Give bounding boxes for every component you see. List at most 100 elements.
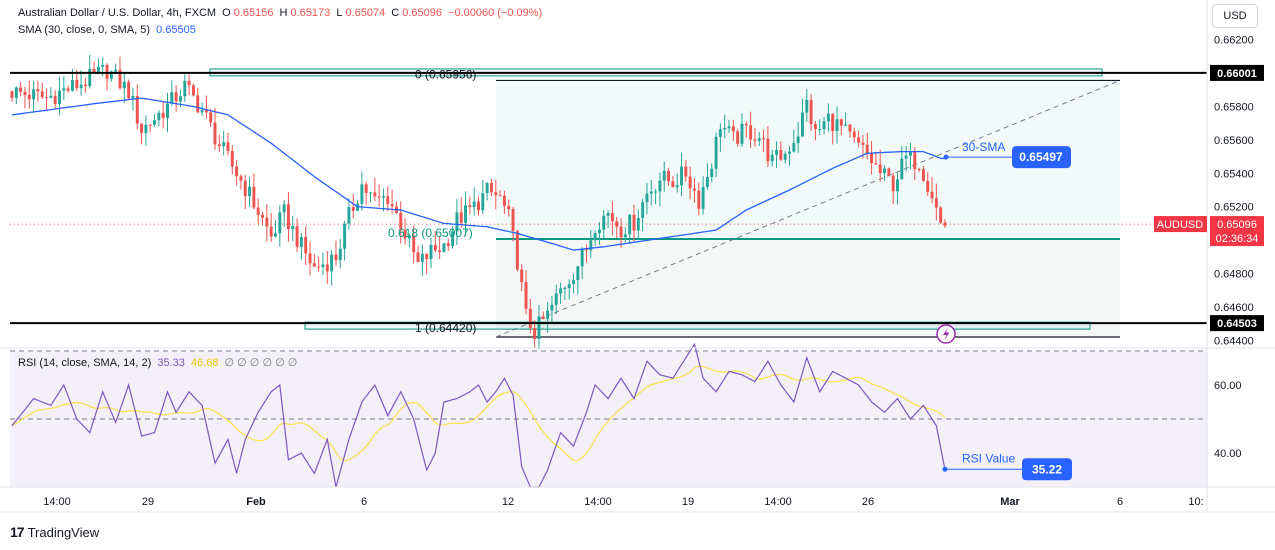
sma-annotation-text: 30-SMA [962,140,1005,154]
candle-body [23,91,27,95]
candle [559,282,563,304]
rsi-tick-label: 60.00 [1214,380,1242,392]
rsi-line [11,342,946,488]
candle [286,192,290,242]
current-price-badge [1210,216,1264,247]
candle-body [489,182,493,193]
candle [96,58,100,75]
candle [680,152,683,197]
candle-body [217,144,221,147]
candle-body [144,124,148,134]
candle-body [425,253,429,260]
candle-body [204,109,208,113]
candle [943,218,947,228]
candle [416,245,420,263]
sma-annotation-badge [1012,146,1071,169]
candle [489,178,493,197]
candle-body [662,170,666,181]
candle-body [550,304,554,311]
currency-label: USD [1223,10,1247,22]
candle [274,220,277,238]
candle [135,84,139,130]
fib-label-1: 1 (0.64420) [415,321,476,335]
candle-body [312,263,316,267]
candle-body [766,138,770,162]
candle [736,128,740,147]
candle-body [628,214,632,235]
candle [718,123,722,152]
candle [62,76,66,101]
candle [757,132,761,146]
y-tick-label: 0.64600 [1214,302,1254,314]
x-tick-label: 29 [142,496,154,508]
candle-body [304,237,308,254]
candle-body [416,252,420,262]
candle-body [623,234,627,238]
candle-body [403,229,407,239]
candle [174,85,178,112]
candle-body [451,231,455,247]
candle-body [114,69,118,72]
candle [19,82,23,97]
candle-body [226,142,230,151]
candle [524,270,528,315]
candle [382,188,385,212]
candles-group [10,54,947,350]
candle-body [433,245,437,251]
change-value: −0.00060 (−0.09%) [448,7,543,19]
candle-body [235,166,239,177]
candle-body [209,112,213,123]
sma-legend: SMA (30, close, 0, SMA, 5) 0.65505 [18,24,199,36]
currency-selector[interactable]: USD [1212,4,1258,28]
candle-body [610,213,614,222]
candle [459,197,463,229]
candle [593,230,597,246]
candle [904,145,908,172]
candle [580,247,584,280]
candle-body [369,192,372,194]
candle-body [576,266,580,281]
candle-body [407,235,411,239]
candle [662,161,666,192]
candle-body [744,123,748,126]
candle [386,186,390,212]
tradingview-brand[interactable]: 17 TradingView [10,524,99,540]
candle-body [174,92,178,102]
candle-body [62,88,66,91]
candle [541,311,545,320]
candle-body [775,150,779,155]
candle [805,89,809,122]
candle-body [10,91,14,98]
candle [321,252,325,275]
candle [23,86,27,109]
y-tick-label: 0.65800 [1214,101,1254,113]
candle [256,197,260,225]
candle-body [92,68,96,73]
sma-annotation-value: 0.65497 [1019,150,1063,164]
low-value: 0.65074 [345,7,386,19]
candle-body [537,316,541,340]
candle-body [481,193,485,211]
x-tick-label: 26 [862,496,874,508]
candle [217,134,221,153]
candle-body [153,120,157,125]
candle-body [161,112,165,119]
x-tick-label: 10: [1188,496,1203,508]
candle [835,106,839,144]
candle-body [839,119,843,126]
candle-body [485,182,489,194]
candle [554,284,558,315]
x-tick-label: 19 [682,496,694,508]
candle [701,176,705,215]
lightning-icon [943,328,950,340]
candle-body [731,126,735,132]
candle [494,179,498,210]
candle [917,167,921,172]
candle-body [274,233,277,237]
candle-body [917,169,921,171]
symbol-badge-label: AUDUSD [1157,219,1204,231]
candle [576,265,580,295]
candle-body [546,310,550,319]
close-label: C [391,7,400,19]
